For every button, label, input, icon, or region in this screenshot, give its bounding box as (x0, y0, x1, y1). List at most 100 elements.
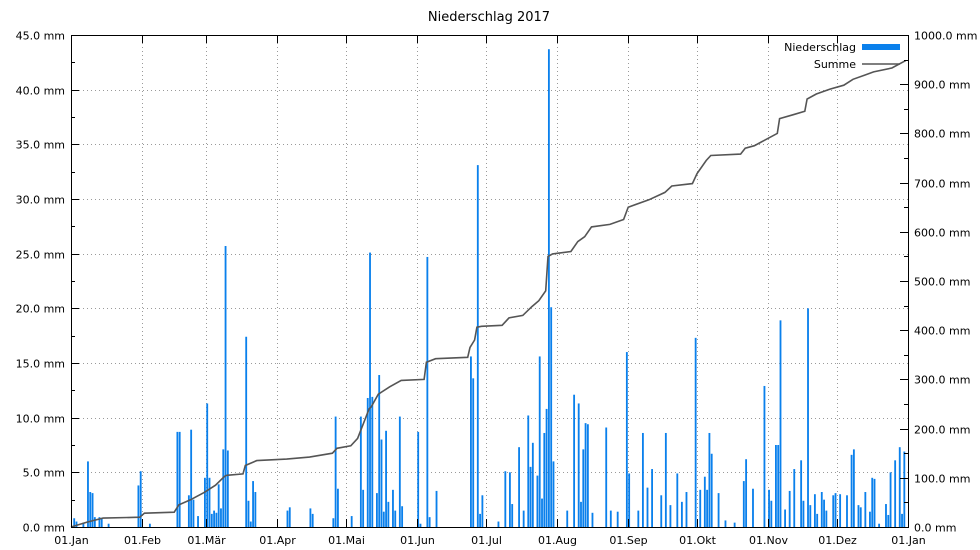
precip-bar (398, 416, 401, 527)
precip-bar (254, 492, 257, 527)
precip-bar (793, 469, 796, 527)
precip-bar (286, 510, 289, 527)
precip-bar (816, 513, 819, 527)
precip-bar (107, 523, 110, 527)
precip-bar (529, 466, 532, 527)
precip-bar (871, 477, 874, 527)
grid-layer (71, 35, 908, 527)
precip-bar (382, 511, 385, 527)
y-right-tick-label: 800.0 mm (914, 128, 970, 141)
precip-bar (527, 415, 530, 527)
precip-bar (545, 408, 548, 527)
precip-bar (511, 504, 514, 527)
precip-bar (192, 499, 195, 527)
y-left-tick-label: 10.0 mm (16, 413, 65, 426)
precip-bar (664, 432, 667, 527)
precip-bar (807, 308, 809, 527)
precip-bar (550, 307, 553, 527)
precip-bar (89, 492, 92, 527)
y-right-tick-label: 400.0 mm (914, 325, 970, 338)
x-tick-label: 01.Okt (679, 534, 717, 547)
precip-bar (777, 445, 780, 527)
precip-bar (332, 518, 335, 527)
precip-bar (206, 403, 209, 527)
y-left-tick-label: 5.0 mm (23, 467, 65, 480)
precip-bar (552, 461, 555, 527)
precip-bar (724, 520, 727, 527)
precip-bar (573, 394, 576, 527)
precip-bar (220, 508, 222, 527)
precip-bar (859, 507, 862, 527)
y-right-tick-label: 200.0 mm (914, 424, 970, 437)
precip-bar (334, 416, 337, 527)
precip-bar (820, 492, 823, 527)
precip-bar (497, 521, 500, 527)
y-right-tick-label: 300.0 mm (914, 374, 970, 387)
precip-bar (197, 516, 199, 527)
x-tick-label: 01.Aug (538, 534, 577, 547)
precip-bar (852, 449, 855, 527)
x-tick-label: 01.Apr (259, 534, 296, 547)
precip-bar (788, 490, 791, 527)
y-right-tick-label: 100.0 mm (914, 473, 970, 486)
precip-bar (479, 513, 482, 527)
precip-bar (742, 481, 745, 527)
precip-bar (137, 485, 140, 527)
precip-bar (543, 432, 546, 527)
precip-bar (378, 375, 381, 527)
precip-bar (609, 510, 612, 527)
precip-bar (878, 523, 881, 527)
precip-bar (522, 510, 525, 527)
precip-bar (476, 165, 479, 528)
precip-bar (98, 517, 101, 527)
line-layer (70, 59, 907, 528)
axes-layer: 01.Jan 01.Feb 01.Mär 01.Apr 01.Mai 01.Jun 01.J… (16, 30, 978, 548)
precip-bar (93, 517, 96, 527)
x-tick-label: 01.Nov (749, 534, 788, 547)
precip-bar (784, 509, 786, 527)
precip-bar (566, 510, 569, 527)
precip-bar (541, 498, 543, 527)
precip-bar (651, 469, 653, 527)
precip-bar (419, 523, 422, 527)
precip-bar (222, 449, 225, 527)
precip-bar (371, 396, 374, 527)
precip-bar (775, 445, 777, 527)
precip-bar (660, 495, 663, 527)
precip-bar (676, 473, 679, 527)
precip-bar (518, 447, 520, 527)
legend-label-summe: Summe (814, 58, 856, 71)
precip-bar (508, 472, 511, 527)
precip-bar (625, 352, 628, 527)
precip-bar (249, 521, 252, 527)
precip-bar (577, 403, 580, 527)
precip-bar (864, 492, 867, 527)
precip-bar (472, 378, 475, 527)
y-left-tick-label: 0.0 mm (23, 522, 65, 535)
precip-bar (139, 471, 142, 527)
precip-bar (885, 504, 887, 527)
precip-bar (903, 451, 906, 527)
precip-bar (547, 49, 550, 528)
precip-bar (245, 336, 248, 527)
precip-bar (846, 495, 848, 527)
x-tick-label: 01.Jan (891, 534, 925, 547)
precip-bar (813, 494, 816, 527)
legend-label-niederschlag: Niederschlag (784, 41, 856, 54)
y-left-tick-label: 40.0 mm (16, 85, 65, 98)
y-right-tick-label: 900.0 mm (914, 79, 970, 92)
precip-bar (178, 431, 181, 527)
x-tick-label: 01.Jul (471, 534, 502, 547)
precip-bar (823, 499, 825, 527)
precip-bar (417, 431, 420, 527)
precip-bar (850, 454, 853, 527)
precip-bar (91, 493, 94, 527)
x-tick-label: 01.Feb (124, 534, 161, 547)
x-tick-label: 01.Mai (328, 534, 365, 547)
plot-frame (71, 35, 909, 528)
precip-bar (763, 385, 766, 527)
x-tick-label: 01.Jan (54, 534, 88, 547)
precip-bar (901, 513, 903, 527)
precip-bar (857, 505, 860, 527)
precip-bar (580, 501, 582, 527)
